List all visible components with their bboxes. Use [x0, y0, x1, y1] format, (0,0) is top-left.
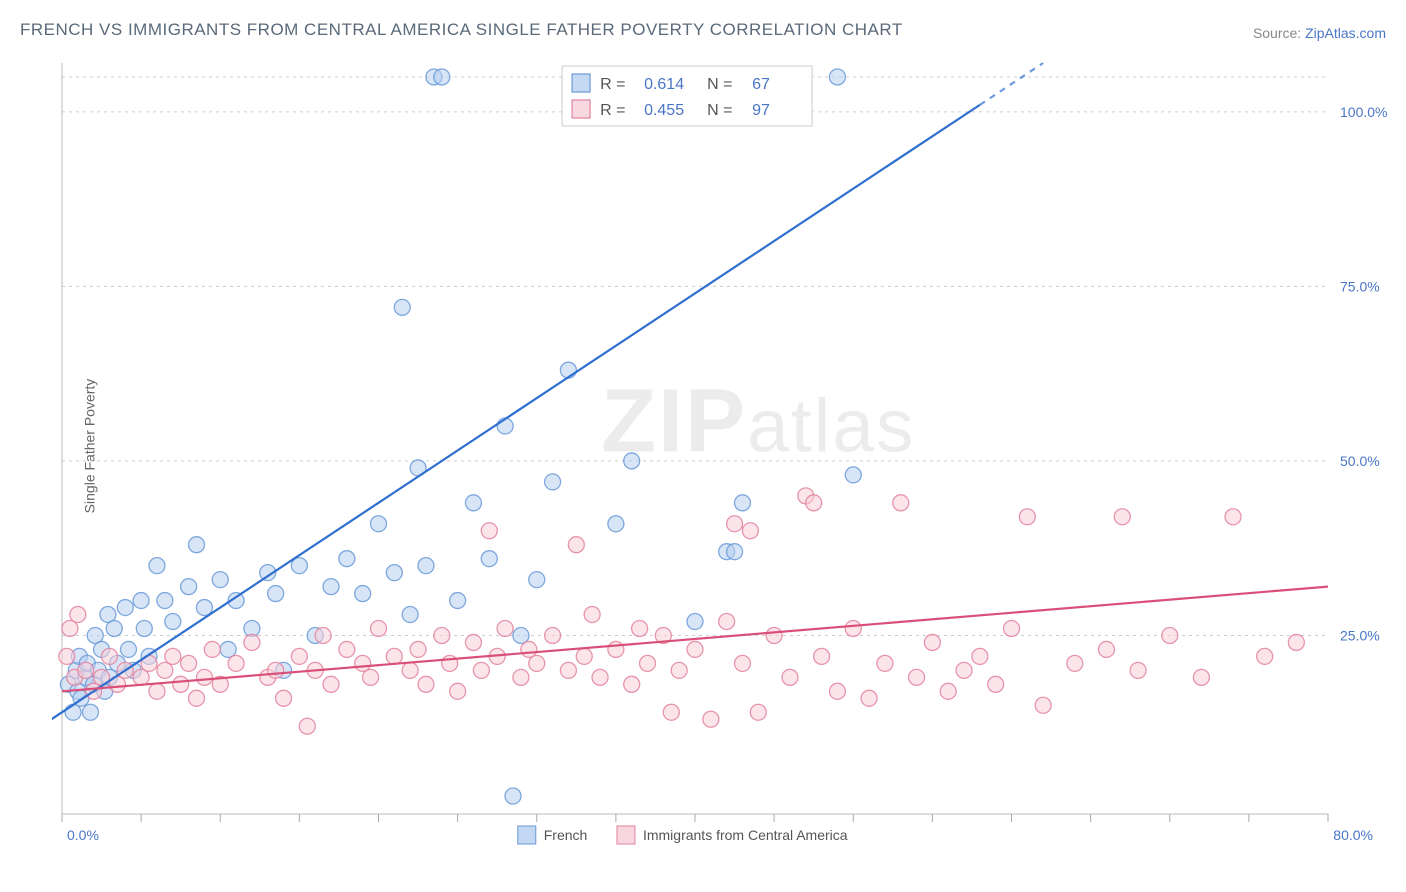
- svg-text:0.614: 0.614: [644, 76, 684, 93]
- svg-text:0.0%: 0.0%: [67, 827, 99, 843]
- svg-text:R =: R =: [600, 76, 625, 93]
- svg-text:80.0%: 80.0%: [1333, 827, 1373, 843]
- svg-text:25.0%: 25.0%: [1340, 627, 1380, 643]
- plot-svg: 25.0% 50.0% 75.0% 100.0% 0.0% 80.0% ZIPatlas R …: [52, 55, 1388, 850]
- svg-text:R =: R =: [600, 102, 625, 119]
- source-credit: Source: ZipAtlas.com: [1253, 25, 1386, 41]
- svg-text:ZIPatlas: ZIPatlas: [601, 371, 915, 471]
- svg-text:French: French: [544, 827, 588, 843]
- svg-text:0.455: 0.455: [644, 102, 684, 119]
- svg-text:100.0%: 100.0%: [1340, 104, 1387, 120]
- chart-title: FRENCH VS IMMIGRANTS FROM CENTRAL AMERIC…: [20, 20, 903, 40]
- svg-text:50.0%: 50.0%: [1340, 453, 1380, 469]
- svg-text:97: 97: [752, 102, 770, 119]
- svg-text:N =: N =: [707, 76, 732, 93]
- svg-text:N =: N =: [707, 102, 732, 119]
- svg-text:67: 67: [752, 76, 770, 93]
- source-label: Source:: [1253, 25, 1305, 41]
- plot-area: 25.0% 50.0% 75.0% 100.0% 0.0% 80.0% ZIPatlas R …: [52, 55, 1388, 850]
- source-value: ZipAtlas.com: [1305, 25, 1386, 41]
- svg-text:75.0%: 75.0%: [1340, 278, 1380, 294]
- svg-text:Immigrants from Central Americ: Immigrants from Central America: [643, 827, 848, 843]
